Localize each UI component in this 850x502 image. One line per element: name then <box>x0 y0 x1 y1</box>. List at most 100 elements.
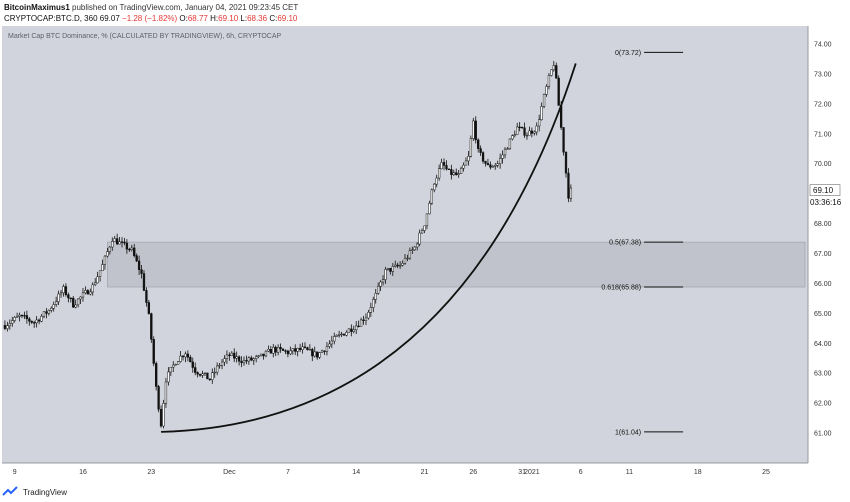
candle <box>298 343 302 353</box>
high-label: H: <box>210 14 219 23</box>
candle <box>489 161 492 170</box>
candle <box>481 151 485 164</box>
candle <box>462 162 465 172</box>
candle <box>40 314 43 323</box>
y-tick-label: 63.00 <box>814 371 832 378</box>
candle <box>181 354 185 361</box>
close-value: 69.10 <box>277 14 298 23</box>
author-name[interactable]: BitcoinMaximus1 <box>4 3 70 12</box>
symbol-label[interactable]: CRYPTOCAP:BTC.D, 360 <box>4 14 98 23</box>
publish-header: BitcoinMaximus1 published on TradingView… <box>4 2 298 13</box>
candle <box>325 342 329 356</box>
candle <box>377 282 380 295</box>
candles-layer <box>3 60 573 429</box>
x-tick-label: 9 <box>13 469 17 476</box>
candle <box>447 168 451 170</box>
candle <box>245 355 248 365</box>
candle <box>398 261 402 269</box>
y-tick-label: 74.00 <box>814 41 832 48</box>
candle <box>89 288 92 296</box>
candle <box>433 183 436 193</box>
candle <box>508 138 512 150</box>
last-value: 69.07 <box>99 14 120 23</box>
candle <box>198 373 202 377</box>
candle <box>455 168 458 176</box>
candle <box>555 62 558 79</box>
countdown-text: 03:36:16 <box>810 198 842 207</box>
candle <box>496 160 499 168</box>
candle <box>538 114 541 132</box>
candle <box>311 347 314 362</box>
candle <box>359 317 363 327</box>
candle <box>320 349 324 353</box>
candle <box>223 355 226 366</box>
candle <box>335 334 338 337</box>
candle <box>237 355 241 366</box>
candle <box>20 314 24 319</box>
candle <box>342 333 346 336</box>
candle <box>389 268 392 275</box>
candle <box>328 340 331 349</box>
parabolic-support-curve[interactable] <box>161 63 577 433</box>
candle <box>457 169 460 178</box>
candle <box>111 237 114 251</box>
candle <box>340 331 343 337</box>
candle <box>540 102 543 121</box>
candle <box>186 350 190 362</box>
candle <box>269 345 272 354</box>
candle <box>464 157 468 166</box>
candle <box>545 84 548 97</box>
candle <box>513 130 516 138</box>
candle <box>257 355 260 359</box>
candle <box>201 370 204 378</box>
y-tick-label: 62.00 <box>814 401 832 408</box>
candle <box>96 271 99 284</box>
candle <box>357 320 360 328</box>
candle <box>272 344 275 358</box>
candle <box>103 255 107 270</box>
x-tick-label: 11 <box>626 469 633 476</box>
candle <box>235 351 238 363</box>
candle <box>59 290 63 298</box>
candle <box>64 283 68 297</box>
candle <box>352 325 355 334</box>
candle <box>391 263 394 277</box>
price-axis[interactable]: 61.00 62.00 63.00 64.00 65.00 66.00 67.00 68.00… <box>814 41 832 437</box>
candle <box>74 299 77 309</box>
candle <box>225 350 229 364</box>
candle <box>506 147 509 150</box>
candle <box>337 330 341 338</box>
candle <box>308 344 312 351</box>
fib-level-label: 0.618(65.88) <box>601 285 641 292</box>
candle <box>25 310 29 324</box>
candle <box>8 319 11 330</box>
candle <box>50 306 53 313</box>
candle <box>211 368 214 384</box>
candle <box>413 246 416 251</box>
candle <box>242 356 246 366</box>
candle <box>233 348 236 363</box>
candle <box>381 275 385 286</box>
candle <box>396 262 399 269</box>
candle <box>469 135 473 158</box>
candle <box>196 371 199 378</box>
candle <box>291 348 294 355</box>
last-price-text: 69.10 <box>813 186 834 195</box>
candle <box>52 301 55 312</box>
candle <box>72 295 75 308</box>
candle <box>13 315 16 323</box>
x-tick-label: Dec <box>223 469 236 476</box>
candle <box>442 158 446 171</box>
candle <box>472 117 475 141</box>
footer-brand[interactable]: TradingView <box>2 485 67 499</box>
y-tick-label: 65.00 <box>814 311 832 318</box>
candle <box>562 127 565 156</box>
candle <box>284 349 287 355</box>
candle <box>418 229 421 247</box>
candle <box>101 259 104 272</box>
candle <box>535 122 538 136</box>
candle <box>296 347 299 357</box>
candle <box>384 266 387 284</box>
